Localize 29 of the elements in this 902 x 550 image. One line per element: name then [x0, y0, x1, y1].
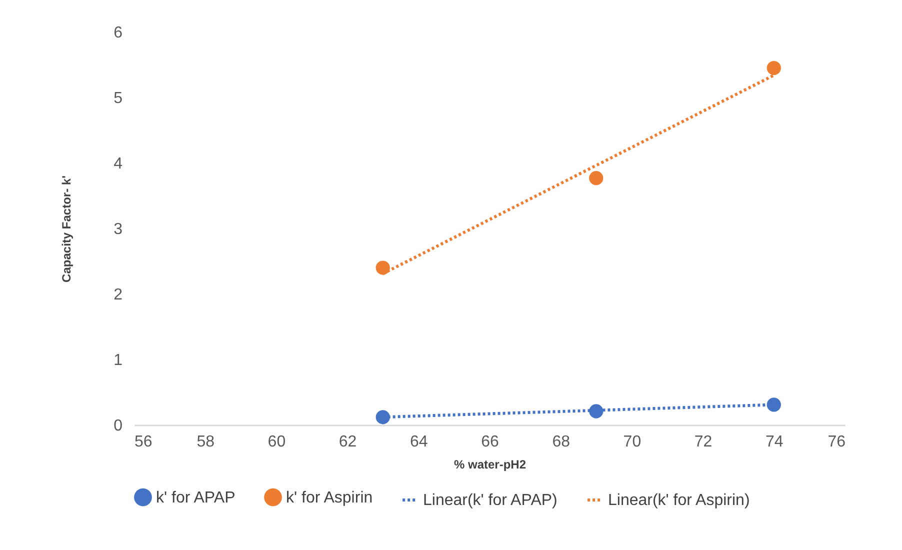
x-tick-label: 68	[552, 434, 570, 450]
x-axis-title: % water-pH2	[454, 458, 526, 472]
x-tick-label: 74	[766, 434, 784, 450]
x-tick-label: 62	[338, 434, 357, 450]
point	[376, 260, 390, 275]
y-axis-title: Capacity Factor- k'	[60, 175, 74, 282]
x-tick-label: 72	[694, 434, 712, 450]
x-tick-label: 56	[134, 434, 152, 450]
y-tick-label: 5	[114, 90, 123, 107]
y-tick-label: 0	[114, 418, 123, 434]
point	[766, 60, 781, 76]
y-tick-label: 6	[114, 24, 123, 42]
legend-label: Linear(k' for Aspirin)	[608, 492, 750, 509]
y-tick-label: 4	[114, 156, 123, 172]
legend-label: k' for APAP	[156, 489, 236, 506]
point	[589, 171, 604, 186]
x-tick-label: 76	[828, 434, 846, 450]
x-tick-label: 66	[481, 434, 499, 450]
legend-label: k' for Aspirin	[286, 489, 373, 506]
y-tick-label: 3	[114, 221, 123, 238]
y-tick-label: 2	[114, 286, 123, 304]
x-tick-label: 60	[268, 434, 286, 450]
legend-label: Linear(k' for APAP)	[423, 492, 558, 509]
x-tick-label: 58	[196, 434, 215, 450]
x-tick-label: 70	[623, 434, 642, 450]
x-tick-label: 64	[410, 434, 428, 450]
point	[766, 398, 781, 412]
point	[376, 410, 390, 424]
y-tick-label: 1	[114, 352, 123, 369]
